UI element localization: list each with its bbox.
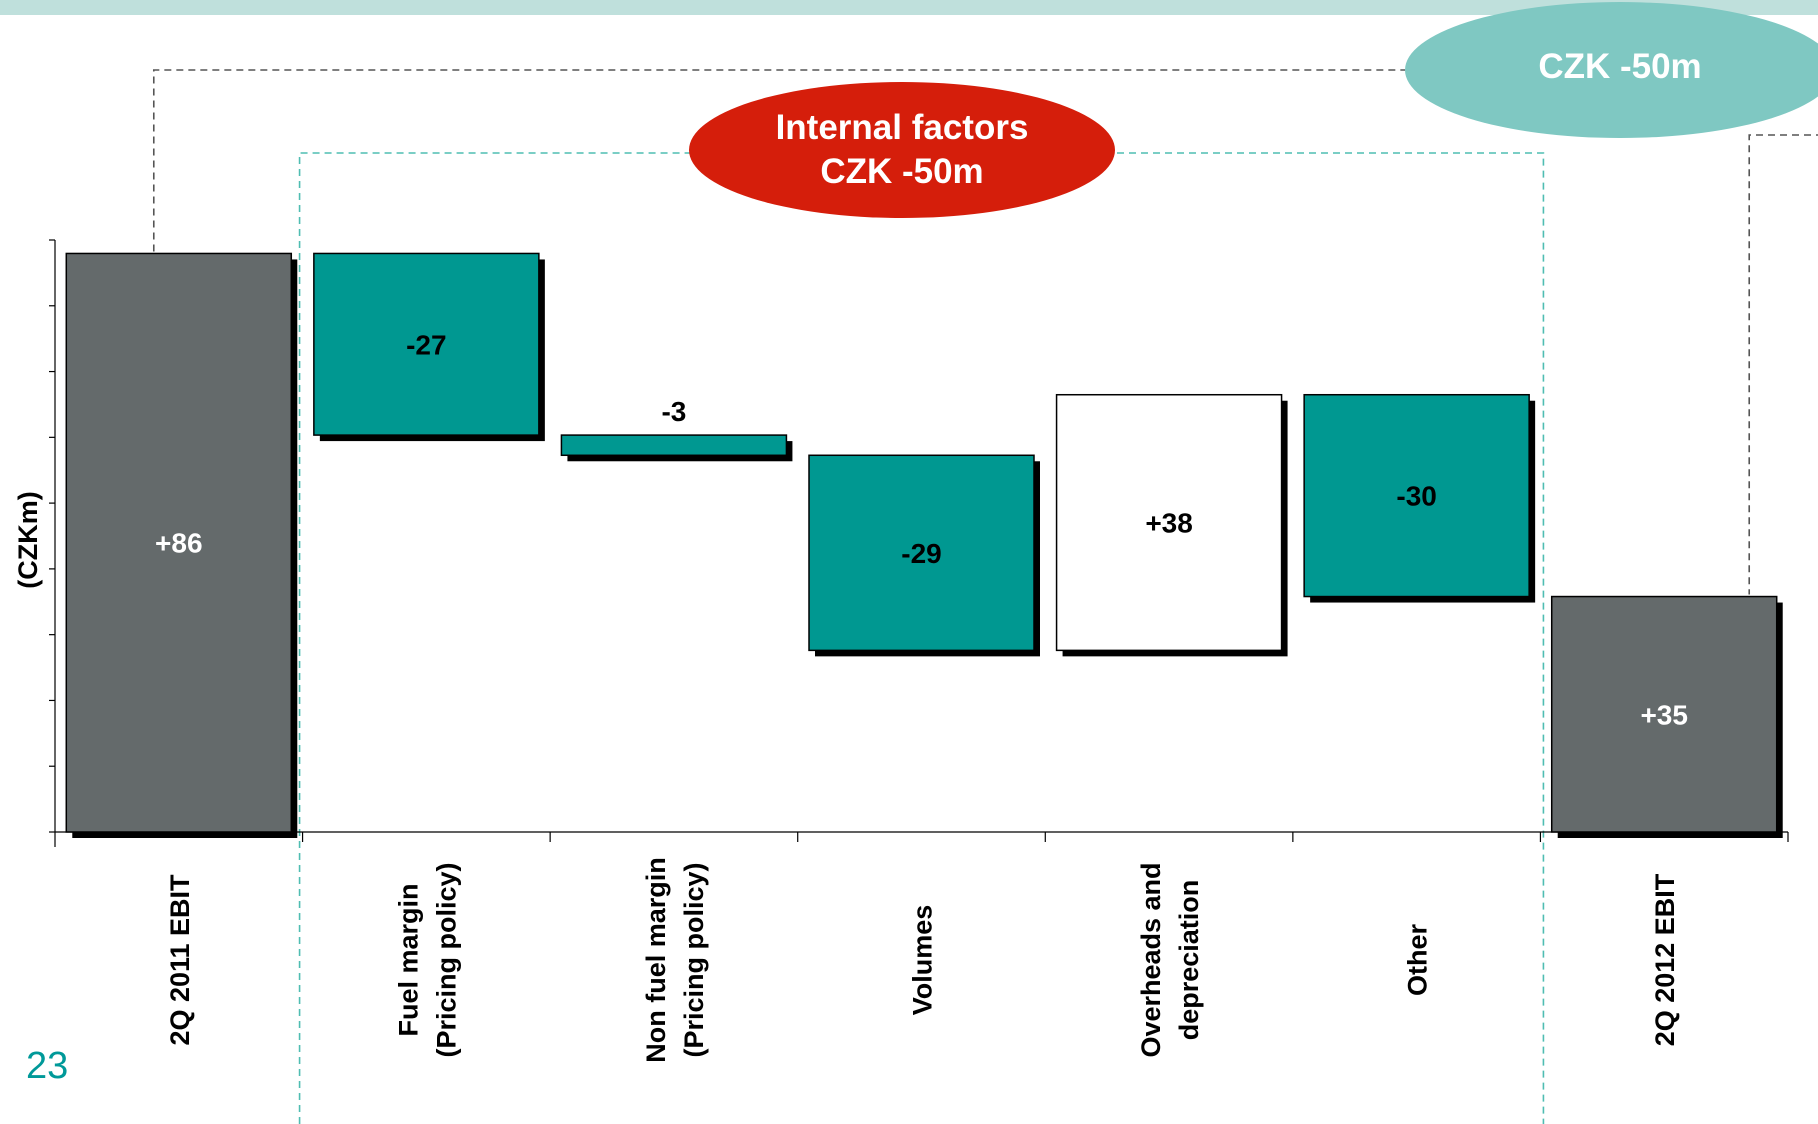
bar	[560, 434, 788, 457]
category-label: 2Q 2012 EBIT	[1650, 873, 1680, 1046]
category-label: (Pricing policy)	[431, 862, 461, 1057]
internal-factors-line2: CZK -50m	[820, 152, 983, 191]
total-bracket-left	[152, 69, 1405, 252]
bar-value-label: -30	[1396, 481, 1436, 512]
category-label: Fuel margin	[393, 883, 423, 1036]
category-label: (Pricing policy)	[679, 862, 709, 1057]
category-label: Volumes	[908, 905, 938, 1016]
internal-factors-line1: Internal factors	[776, 108, 1029, 147]
bar	[1303, 393, 1530, 598]
bracket-connectors	[152, 69, 1818, 1124]
internal-bracket-left	[298, 152, 700, 1124]
category-labels: 2Q 2011 EBIT Fuel margin (Pricing policy) N…	[165, 857, 1680, 1063]
y-axis-label: (CZKm)	[13, 491, 43, 588]
bars-layer: +86 -27 -3 -29 +38 -30 +35	[65, 252, 1783, 838]
bar-value-label: -27	[406, 329, 446, 360]
bar-value-label: -3	[661, 396, 686, 427]
total-bracket-right	[1748, 134, 1818, 595]
bar-value-label: +38	[1145, 508, 1193, 539]
bar	[313, 252, 540, 436]
total-change-label: CZK -50m	[1538, 47, 1701, 86]
category-label: depreciation	[1174, 880, 1204, 1041]
bar-value-label: +86	[155, 528, 203, 559]
category-label: Overheads and	[1136, 862, 1166, 1057]
bar	[808, 454, 1035, 652]
internal-factors-ellipse: Internal factors CZK -50m	[689, 82, 1115, 218]
total-change-ellipse: CZK -50m	[1405, 2, 1818, 138]
category-label: 2Q 2011 EBIT	[165, 874, 195, 1046]
page-number: 23	[26, 1045, 69, 1087]
bar	[1055, 393, 1283, 652]
internal-bracket-right	[1105, 152, 1545, 1124]
category-label: Non fuel margin	[641, 857, 671, 1063]
chart-axes	[49, 239, 1789, 847]
top-band	[0, 0, 1818, 15]
bar-value-label: +35	[1640, 699, 1688, 730]
bar	[65, 252, 293, 833]
bar-value-label: -29	[901, 538, 941, 569]
category-label: Other	[1403, 924, 1433, 997]
bar	[1550, 595, 1778, 833]
